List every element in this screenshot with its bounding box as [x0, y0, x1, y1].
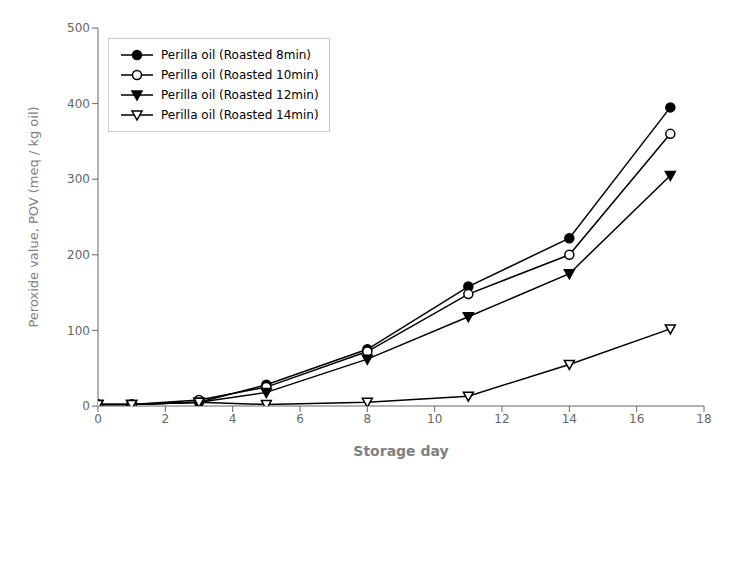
svg-text:200: 200: [67, 248, 90, 262]
svg-text:16: 16: [629, 412, 644, 426]
svg-text:Peroxide value, POV (meq / kg: Peroxide value, POV (meq / kg oil): [26, 106, 41, 327]
html-text:Perilla oil (Roasted 8min): Perilla oil (Roasted 8min): [161, 48, 311, 62]
html-text:Perilla oil (Roasted 14min): Perilla oil (Roasted 14min): [161, 108, 319, 122]
svg-text:14: 14: [562, 412, 577, 426]
svg-text:500: 500: [67, 21, 90, 35]
svg-text:6: 6: [296, 412, 304, 426]
svg-text:0: 0: [82, 399, 90, 413]
html-text:Perilla oil (Roasted 12min): Perilla oil (Roasted 12min): [161, 88, 319, 102]
svg-text:100: 100: [67, 324, 90, 338]
svg-text:400: 400: [67, 97, 90, 111]
svg-text:12: 12: [494, 412, 509, 426]
svg-text:8: 8: [364, 412, 372, 426]
svg-text:10: 10: [427, 412, 442, 426]
svg-text:300: 300: [67, 172, 90, 186]
svg-text:Storage day: Storage day: [353, 443, 448, 459]
svg-text:2: 2: [162, 412, 170, 426]
svg-text:4: 4: [229, 412, 237, 426]
html-text:Perilla oil (Roasted 10min): Perilla oil (Roasted 10min): [161, 68, 319, 82]
svg-text:18: 18: [696, 412, 711, 426]
svg-text:0: 0: [94, 412, 102, 426]
